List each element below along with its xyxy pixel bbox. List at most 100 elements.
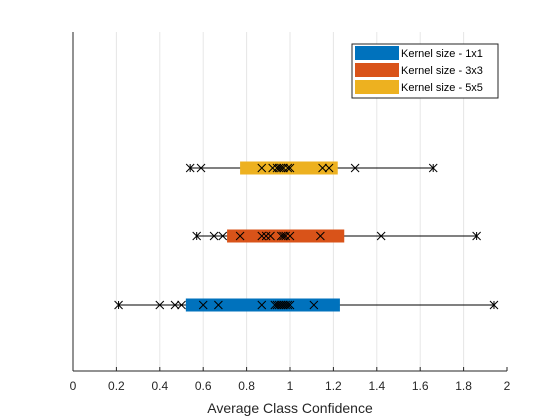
point-marker-stroke <box>274 300 284 310</box>
data-point <box>272 163 282 173</box>
data-point <box>114 300 123 310</box>
point-marker-stroke <box>276 300 286 310</box>
data-point <box>428 163 438 173</box>
point-marker-stroke <box>257 300 267 310</box>
box-plots <box>114 161 499 312</box>
point-marker-stroke <box>318 163 327 173</box>
data-point <box>472 231 481 241</box>
x-tick-label: 0.4 <box>151 379 168 393</box>
point-marker-stroke <box>285 300 295 310</box>
legend-label: Kernel size - 3x3 <box>401 65 483 77</box>
x-tick-label: 1.2 <box>325 379 342 393</box>
legend-label: Kernel size - 1x1 <box>401 48 483 60</box>
legend-swatch <box>355 46 399 60</box>
point-marker-stroke <box>283 300 293 310</box>
data-point <box>272 300 282 310</box>
point-marker-stroke <box>270 300 280 310</box>
data-point <box>316 231 325 241</box>
data-point <box>285 300 295 310</box>
data-point <box>285 231 295 241</box>
point-marker-stroke <box>285 231 295 241</box>
data-point <box>266 231 275 241</box>
point-marker-stroke <box>281 300 291 310</box>
box-plot-3 <box>185 161 438 175</box>
data-point <box>185 163 195 173</box>
point-marker-stroke <box>114 300 123 310</box>
data-point <box>274 300 284 310</box>
data-point <box>274 163 284 173</box>
point-marker-stroke <box>177 300 186 310</box>
data-point <box>324 163 334 173</box>
point-marker-stroke <box>196 163 206 173</box>
point-marker-stroke <box>235 231 245 241</box>
data-point <box>276 231 286 241</box>
data-point <box>376 231 386 241</box>
data-point <box>489 300 499 310</box>
point-marker-stroke <box>376 231 386 241</box>
point-marker-stroke <box>428 163 438 173</box>
x-tick-label: 2 <box>504 379 511 393</box>
x-tick-label: 1.8 <box>455 379 472 393</box>
data-point <box>268 163 277 173</box>
data-point <box>279 231 288 241</box>
data-point <box>261 231 271 241</box>
point-marker-stroke <box>281 231 291 241</box>
data-point <box>279 163 288 173</box>
x-tick-label: 0 <box>70 379 77 393</box>
box-plot-2 <box>192 229 481 243</box>
point-marker-stroke <box>309 300 319 310</box>
point-marker-stroke <box>283 163 293 173</box>
x-tick-label: 0.6 <box>195 379 212 393</box>
point-marker-stroke <box>279 231 288 241</box>
data-point <box>177 300 186 310</box>
data-point <box>192 231 202 241</box>
x-tick-label: 0.2 <box>108 379 125 393</box>
point-marker-stroke <box>268 163 277 173</box>
point-marker-stroke <box>214 300 223 310</box>
x-tick-label: 1 <box>287 379 294 393</box>
point-marker-stroke <box>316 231 325 241</box>
data-point <box>257 231 267 241</box>
point-marker-stroke <box>198 300 208 310</box>
x-tick-label: 1.4 <box>368 379 385 393</box>
data-point <box>257 300 267 310</box>
legend-swatch <box>355 80 399 94</box>
data-point <box>276 163 286 173</box>
data-point <box>283 300 293 310</box>
data-point <box>198 300 208 310</box>
data-point <box>170 300 180 310</box>
point-marker-stroke <box>279 163 288 173</box>
point-marker-stroke <box>185 163 195 173</box>
data-point <box>209 231 219 241</box>
iqr-box <box>185 298 340 312</box>
point-marker-stroke <box>279 300 288 310</box>
data-point <box>214 300 223 310</box>
point-marker-stroke <box>274 163 284 173</box>
legend-label: Kernel size - 5x5 <box>401 82 483 94</box>
data-point <box>283 163 293 173</box>
data-point <box>309 300 319 310</box>
data-point <box>155 300 165 310</box>
legend-swatch <box>355 63 399 77</box>
point-marker-stroke <box>261 231 271 241</box>
point-marker-stroke <box>272 163 282 173</box>
data-point <box>281 300 291 310</box>
data-point <box>350 163 360 173</box>
point-marker-stroke <box>257 163 267 173</box>
data-point <box>270 300 280 310</box>
point-marker-stroke <box>266 231 275 241</box>
data-point <box>318 163 327 173</box>
point-marker-stroke <box>350 163 360 173</box>
point-marker-stroke <box>257 231 267 241</box>
point-marker-stroke <box>272 300 282 310</box>
legend: Kernel size - 1x1 Kernel size - 3x3 Kernel… <box>351 43 499 99</box>
data-point <box>196 163 206 173</box>
point-marker-stroke <box>192 231 202 241</box>
point-marker-stroke <box>218 231 228 241</box>
data-point <box>235 231 245 241</box>
point-marker-stroke <box>324 163 334 173</box>
data-point <box>279 300 288 310</box>
point-marker-stroke <box>276 163 286 173</box>
data-point <box>218 231 228 241</box>
